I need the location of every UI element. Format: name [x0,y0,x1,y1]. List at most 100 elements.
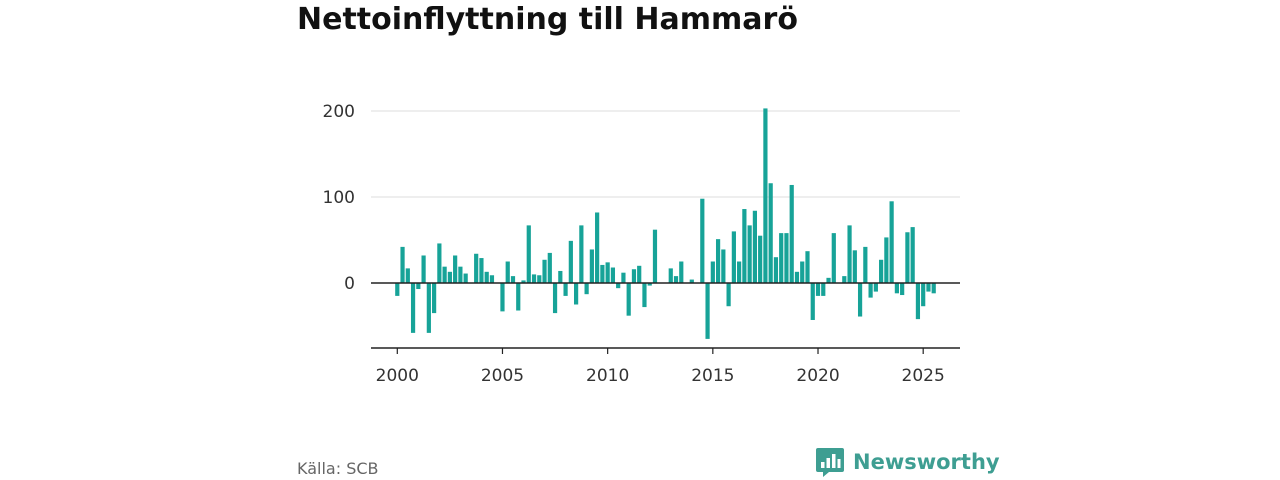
bar [621,272,626,283]
bar [752,210,757,283]
bar [900,283,905,296]
bar [405,268,410,283]
source-note: Källa: SCB [297,459,379,478]
bar [742,209,747,283]
bar [474,253,479,283]
bar [737,261,742,283]
bar [889,201,894,283]
bar [747,225,752,283]
bar [773,257,779,283]
bar [926,283,931,292]
x-tick-label: 2025 [902,366,945,386]
bar [589,249,594,283]
bar [910,227,915,283]
bar [794,271,800,283]
bar [595,212,600,283]
x-tick-label: 2020 [796,366,839,386]
bar [868,283,873,298]
bar [857,283,863,317]
newsworthy-logo-icon [816,448,844,477]
y-tick-label: 0 [344,274,355,294]
bar [531,274,537,283]
bar [731,231,736,283]
bar [600,264,605,283]
bar [605,262,610,283]
bar [894,283,899,294]
bar [647,283,652,286]
bar [884,237,889,283]
y-tick-label: 200 [323,102,355,122]
bar [763,108,768,283]
bar [516,283,521,311]
bar [526,225,531,283]
bars [395,108,936,339]
bar [489,275,495,283]
bar [826,277,831,283]
bar [831,233,836,283]
bar [442,266,447,283]
bar [458,266,463,283]
bar [558,270,563,283]
bar [715,239,721,283]
bar [453,255,458,283]
bar [521,280,526,283]
bar [631,269,637,283]
bar [805,251,810,283]
bar [815,283,821,296]
bar [510,276,516,283]
bar [710,261,715,283]
bar [905,232,910,283]
bar [447,271,452,283]
bar [416,283,421,290]
x-tick-label: 2005 [481,366,524,386]
bar [574,283,579,305]
bar [432,283,437,314]
bar [668,268,673,283]
bar [505,261,510,283]
brand-name: Newsworthy [853,450,1000,474]
bar [800,261,805,283]
bar [847,225,852,283]
bar [705,283,710,339]
bar [931,283,936,294]
bar [879,259,884,283]
bar [479,258,484,283]
bar [758,235,763,283]
y-tick-label: 100 [323,188,355,208]
bar [842,276,847,283]
bar [652,229,658,283]
x-tick-label: 2015 [691,366,734,386]
bar [616,283,621,289]
bar [568,240,573,283]
bar [400,246,405,283]
bar [426,283,431,333]
bar [821,283,826,296]
bar [537,275,542,283]
bar [463,273,468,283]
bar [784,233,789,283]
bar [437,243,442,283]
brand-logo: Newsworthy [815,446,1000,478]
bar [789,184,794,283]
bar [700,198,705,283]
bar [579,225,584,283]
bar [626,283,631,316]
bar [721,249,726,283]
bar [610,267,616,283]
bar [768,183,773,283]
bar [542,259,547,283]
bar [810,283,815,320]
bar [915,283,921,320]
bar [921,283,926,307]
bar [673,276,679,283]
bar [852,250,857,283]
bar [421,255,426,283]
bar [863,246,868,283]
bar [500,283,505,312]
bar [584,283,589,295]
bar [552,283,558,314]
bar [726,283,731,307]
bar [637,265,642,283]
bar [563,283,568,296]
